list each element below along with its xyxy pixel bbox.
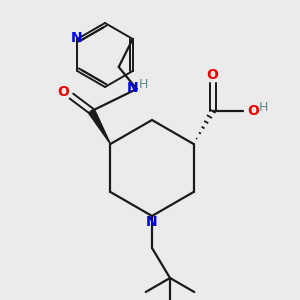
Text: O: O — [207, 68, 218, 82]
Text: N: N — [146, 215, 158, 229]
Text: N: N — [70, 31, 82, 45]
Text: O: O — [248, 104, 260, 118]
Text: H: H — [259, 100, 268, 114]
Polygon shape — [88, 109, 110, 144]
Text: O: O — [58, 85, 69, 99]
Text: H: H — [139, 77, 148, 91]
Text: N: N — [127, 81, 139, 95]
